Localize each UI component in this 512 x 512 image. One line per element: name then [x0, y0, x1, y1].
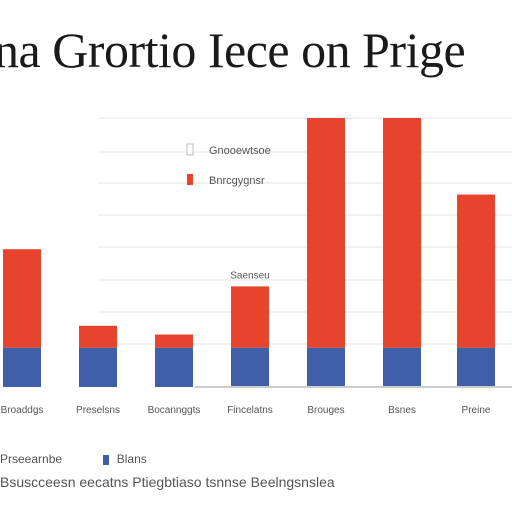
annotations: Saenseu: [230, 270, 269, 281]
bar-lower-1: [79, 347, 117, 387]
x-tick-label: Brouges: [307, 405, 344, 416]
bar-lower-6: [457, 347, 495, 387]
legend-label: Bnrcgygnsr: [209, 175, 265, 187]
data-annotation: Saenseu: [230, 270, 269, 281]
bar-lower-5: [383, 347, 421, 387]
legend: Gnooewtsoe Bnrcgygnsr: [186, 143, 271, 187]
bar-upper-6: [457, 194, 495, 348]
x-tick-label: Preselsns: [76, 405, 120, 416]
footer-caption: Bsuscceesn eecatns Ptiegbtiaso tsnnse Be…: [0, 474, 335, 490]
bar-lower-2: [155, 347, 193, 387]
legend-label: Gnooewtsoe: [209, 145, 271, 157]
bar-lower-4: [307, 347, 345, 387]
footer-swatch: [103, 454, 110, 465]
bar-upper-3: [231, 286, 269, 348]
bar-upper-2: [155, 334, 193, 348]
bar-group: [3, 118, 495, 387]
x-tick-label: Broaddgs: [1, 405, 44, 416]
bar-upper-0: [3, 249, 41, 348]
bar-lower-0: [3, 347, 41, 387]
bar-upper-1: [79, 325, 117, 348]
footer-legend-row: Prseearnbe Blans: [0, 452, 512, 466]
bar-lower-3: [231, 347, 269, 387]
x-tick-label: Preine: [462, 405, 491, 416]
bar-upper-5: [383, 118, 421, 348]
bar-upper-4: [307, 118, 345, 348]
gridlines: [98, 117, 512, 345]
x-tick-label: Bsnes: [388, 405, 416, 416]
x-tick-label: Bocannggts: [148, 405, 201, 416]
legend-swatch: [186, 143, 194, 156]
footer-label-secondary: Blans: [116, 452, 147, 466]
x-tick-label: Fincelatns: [227, 405, 273, 416]
footer-label-primary: Prseearnbe: [0, 452, 63, 466]
legend-swatch: [187, 174, 193, 185]
page-title: na Grortio Iece on Prige: [0, 22, 466, 78]
x-tick-labels: Broaddgs Preselsns Bocannggts Fincelatns Bro…: [1, 405, 491, 416]
